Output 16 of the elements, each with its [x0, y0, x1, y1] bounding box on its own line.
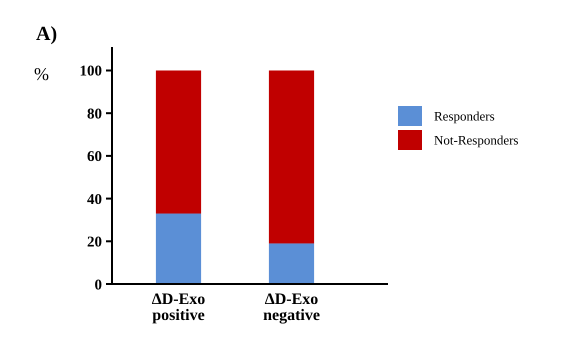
- x-tick-label: ΔD-Exo negative: [263, 291, 320, 324]
- bar: [156, 70, 202, 214]
- chart-title: A): [36, 23, 58, 45]
- bar: [268, 243, 314, 284]
- y-tick-label: 0: [94, 277, 102, 294]
- y-tick-label: 40: [87, 192, 102, 208]
- legend-label: Responders: [434, 108, 495, 124]
- bar: [156, 214, 202, 284]
- bar: [268, 70, 314, 244]
- legend-label: Not-Responders: [434, 132, 518, 148]
- y-tick-label: 20: [87, 234, 102, 251]
- x-tick-label: ΔD-Exo positive: [152, 291, 206, 324]
- y-tick-label: 100: [80, 64, 102, 80]
- y-tick-label: 60: [87, 149, 102, 166]
- y-axis-title: %: [34, 64, 49, 84]
- y-tick-label: 80: [87, 106, 102, 122]
